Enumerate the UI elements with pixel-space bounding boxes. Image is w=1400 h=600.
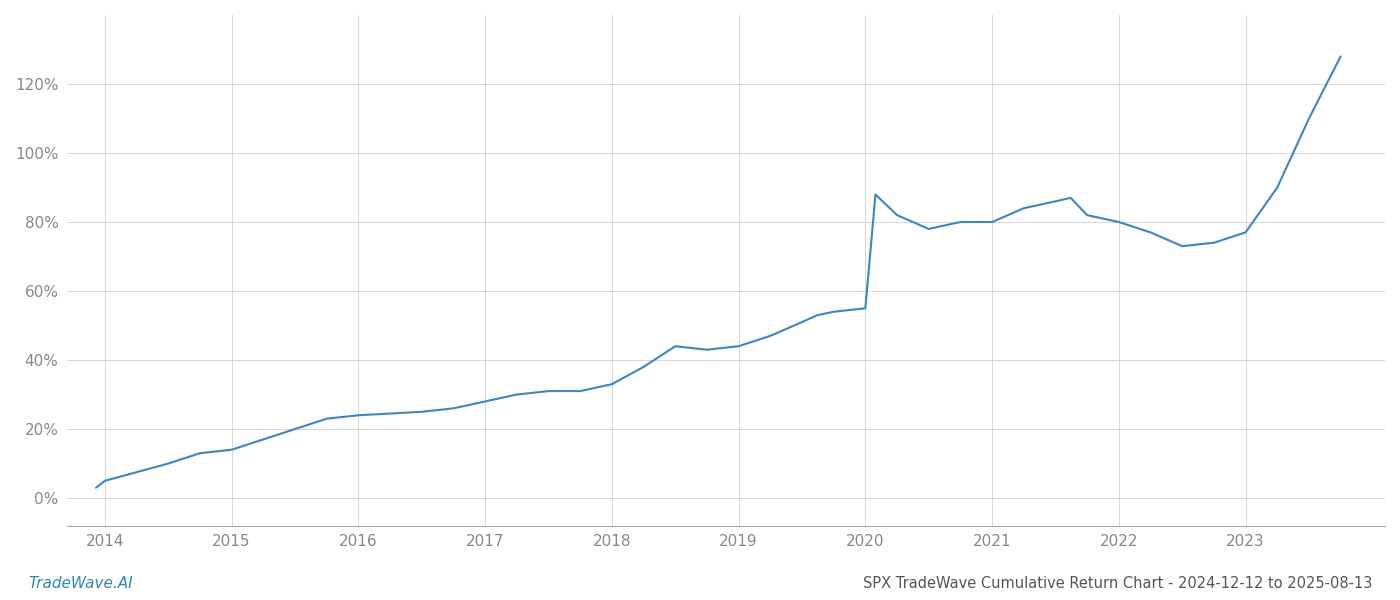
Text: TradeWave.AI: TradeWave.AI (28, 576, 133, 591)
Text: SPX TradeWave Cumulative Return Chart - 2024-12-12 to 2025-08-13: SPX TradeWave Cumulative Return Chart - … (862, 576, 1372, 591)
